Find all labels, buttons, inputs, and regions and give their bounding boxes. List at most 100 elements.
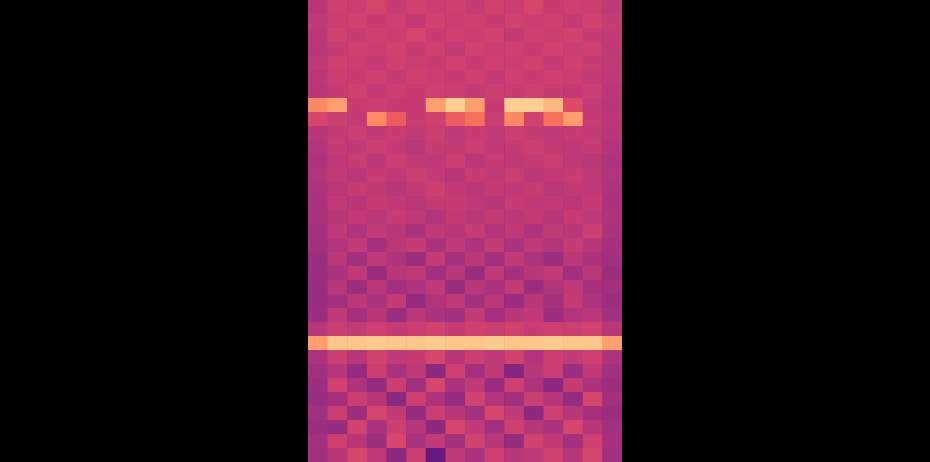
cell bbox=[445, 392, 465, 407]
cell bbox=[524, 14, 544, 29]
cell bbox=[544, 126, 564, 141]
cell bbox=[583, 238, 603, 253]
cell bbox=[328, 56, 348, 71]
cell bbox=[308, 14, 328, 29]
cell bbox=[387, 196, 407, 211]
cell bbox=[406, 154, 426, 169]
cell bbox=[485, 238, 505, 253]
cell bbox=[485, 28, 505, 43]
cell bbox=[406, 308, 426, 323]
cell bbox=[308, 406, 328, 421]
cell bbox=[563, 210, 583, 225]
cell bbox=[583, 350, 603, 365]
cell bbox=[347, 238, 367, 253]
cell bbox=[563, 56, 583, 71]
cell bbox=[504, 224, 524, 239]
cell bbox=[347, 0, 367, 15]
cell bbox=[426, 364, 446, 379]
cell bbox=[426, 56, 446, 71]
cell bbox=[347, 28, 367, 43]
cell bbox=[328, 308, 348, 323]
cell bbox=[485, 84, 505, 99]
cell bbox=[328, 322, 348, 337]
cell bbox=[563, 322, 583, 337]
cell bbox=[524, 168, 544, 183]
cell bbox=[544, 266, 564, 281]
cell bbox=[367, 434, 387, 449]
cell bbox=[583, 154, 603, 169]
cell bbox=[347, 98, 367, 113]
cell bbox=[308, 140, 328, 155]
cell bbox=[583, 14, 603, 29]
cell bbox=[387, 168, 407, 183]
cell bbox=[387, 28, 407, 43]
cell bbox=[406, 140, 426, 155]
cell bbox=[583, 210, 603, 225]
cell bbox=[544, 448, 564, 462]
cell bbox=[406, 70, 426, 85]
cell bbox=[602, 14, 622, 29]
cell bbox=[563, 420, 583, 435]
cell bbox=[308, 182, 328, 197]
cell bbox=[445, 98, 465, 113]
cell bbox=[524, 322, 544, 337]
cell bbox=[544, 280, 564, 295]
cell bbox=[445, 210, 465, 225]
cell bbox=[583, 392, 603, 407]
cell bbox=[406, 84, 426, 99]
cell bbox=[583, 70, 603, 85]
cell bbox=[328, 266, 348, 281]
cell bbox=[524, 448, 544, 462]
cell bbox=[544, 336, 564, 351]
cell bbox=[563, 42, 583, 57]
cell bbox=[426, 126, 446, 141]
cell bbox=[485, 182, 505, 197]
cell bbox=[465, 322, 485, 337]
cell bbox=[367, 350, 387, 365]
cell bbox=[524, 406, 544, 421]
cell bbox=[426, 350, 446, 365]
cell bbox=[367, 224, 387, 239]
cell bbox=[347, 154, 367, 169]
cell bbox=[583, 42, 603, 57]
cell bbox=[426, 392, 446, 407]
cell bbox=[445, 112, 465, 127]
cell bbox=[445, 434, 465, 449]
cell bbox=[504, 112, 524, 127]
cell bbox=[406, 448, 426, 462]
cell bbox=[465, 336, 485, 351]
cell bbox=[504, 238, 524, 253]
cell bbox=[485, 112, 505, 127]
cell bbox=[465, 378, 485, 393]
cell bbox=[367, 182, 387, 197]
cell bbox=[504, 280, 524, 295]
cell bbox=[563, 364, 583, 379]
cell bbox=[504, 196, 524, 211]
cell bbox=[602, 28, 622, 43]
background bbox=[0, 0, 930, 462]
cell bbox=[426, 182, 446, 197]
cell bbox=[485, 294, 505, 309]
cell bbox=[387, 322, 407, 337]
cell bbox=[328, 140, 348, 155]
cell bbox=[328, 434, 348, 449]
cell bbox=[563, 154, 583, 169]
cell bbox=[602, 420, 622, 435]
cell bbox=[485, 42, 505, 57]
cell bbox=[347, 14, 367, 29]
cell bbox=[367, 448, 387, 462]
cell bbox=[524, 98, 544, 113]
cell bbox=[445, 266, 465, 281]
cell bbox=[328, 238, 348, 253]
cell bbox=[406, 14, 426, 29]
cell bbox=[328, 168, 348, 183]
cell bbox=[583, 0, 603, 15]
cell bbox=[524, 196, 544, 211]
cell bbox=[387, 238, 407, 253]
cell bbox=[602, 0, 622, 15]
cell bbox=[445, 14, 465, 29]
cell bbox=[544, 364, 564, 379]
cell bbox=[347, 252, 367, 267]
cell bbox=[485, 70, 505, 85]
cell bbox=[426, 14, 446, 29]
